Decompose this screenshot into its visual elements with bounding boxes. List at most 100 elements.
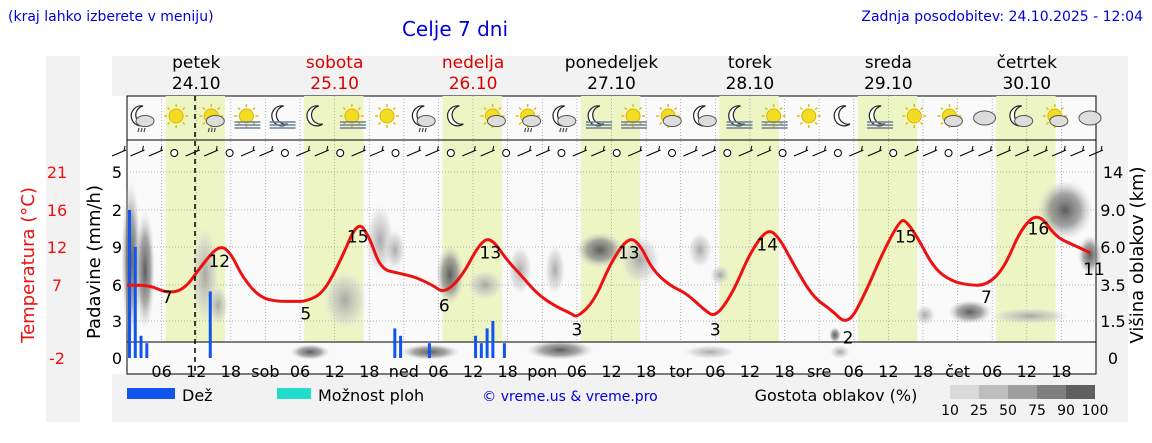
wind-barb-tick xyxy=(824,145,826,152)
sun-ray xyxy=(940,106,944,111)
daylight-band xyxy=(442,96,502,342)
rain-drop xyxy=(137,127,140,133)
last-update: Zadnja posodobitev: 24.10.2025 - 12:04 xyxy=(861,9,1143,25)
wind-barb-tick xyxy=(805,145,808,152)
wind-barb-tick xyxy=(252,145,255,152)
calm-wind-circle xyxy=(833,149,842,157)
precipitation-tick-label: 3 xyxy=(112,312,122,331)
density-tick-label: 25 xyxy=(970,403,988,419)
credit-link[interactable]: © vreme.us & vreme.pro xyxy=(482,389,657,405)
precipitation-axis-ticks: 5 2 9 6 3 0 xyxy=(112,163,122,368)
cloud-density-blob xyxy=(385,230,405,270)
wind-barb-tick xyxy=(860,145,863,152)
day-name-label: ponedeljek xyxy=(565,53,659,73)
sun-ray xyxy=(483,106,487,111)
x-tick-label: 06 xyxy=(705,362,725,381)
cloud-icon xyxy=(1078,110,1102,126)
calm-wind-circle xyxy=(723,149,732,157)
wind-barb xyxy=(130,149,145,157)
temperature-axis-ticks: 21 16 12 7 -2 xyxy=(47,163,67,368)
sun-icon xyxy=(902,104,927,128)
cloud-height-tick-label: 9.0 xyxy=(1100,201,1125,220)
cloud-height-tick-label: 14 xyxy=(1103,163,1123,182)
sun-ray xyxy=(799,106,803,111)
wind-barb-tick xyxy=(879,145,882,152)
wind-barb xyxy=(1015,149,1030,157)
precipitation-bar xyxy=(502,343,506,358)
wind-barb-tick xyxy=(473,145,476,152)
sun-fog-icon xyxy=(621,104,648,129)
rain-drop xyxy=(559,127,562,133)
moon-fog-icon xyxy=(726,105,753,129)
left-axis-panel xyxy=(46,56,80,422)
x-tick-label: 12 xyxy=(740,362,760,381)
calm-wind-circle xyxy=(280,149,289,157)
rain-legend-label: Dež xyxy=(182,386,213,405)
density-swatch xyxy=(979,385,1008,399)
rain-drop xyxy=(143,127,146,133)
rain-drop xyxy=(424,127,427,133)
sun-icon xyxy=(375,104,400,128)
wind-barb-tick xyxy=(916,145,919,152)
wind-barb xyxy=(591,149,606,157)
x-tick-label: 06 xyxy=(290,362,310,381)
cloud-height-tick-label: 0 xyxy=(1108,349,1118,368)
cloud-density-blob xyxy=(323,270,367,330)
sun-ray xyxy=(638,106,643,111)
wind-barb xyxy=(756,149,772,157)
temperature-value-label: 13 xyxy=(480,244,502,264)
wind-barb xyxy=(259,149,274,157)
cloud-shape xyxy=(1014,115,1034,127)
rain-drop xyxy=(421,127,424,133)
x-tick-label: sob xyxy=(251,362,279,381)
sun-cloud-rain-icon xyxy=(515,104,542,133)
precipitation-bar xyxy=(485,328,489,358)
x-tick-label: pon xyxy=(527,362,557,381)
calm-wind-circle xyxy=(170,149,179,157)
x-tick-label: 06 xyxy=(428,362,448,381)
calm-wind-circle xyxy=(446,149,455,157)
precipitation-tick-label: 9 xyxy=(112,238,122,257)
sun-ray xyxy=(779,106,783,111)
cloud-shape xyxy=(486,115,506,127)
cloud-density-blob xyxy=(948,300,992,324)
cloud-shape xyxy=(557,115,577,127)
sun-ray xyxy=(483,121,487,126)
cloud-density-scale: 10 25 50 75 90 100 xyxy=(941,385,1108,419)
sun-icon xyxy=(796,104,821,128)
temperature-tick-label: 21 xyxy=(47,163,67,182)
moon-icon xyxy=(833,105,851,127)
density-tick-label: 10 xyxy=(941,403,959,419)
cloud-height-axis-ticks: 14 9.0 6.0 3.5 1.5 0 xyxy=(1100,163,1125,368)
wind-barb xyxy=(462,149,477,157)
cloud-density-blob xyxy=(829,327,841,343)
calm-wind-circle xyxy=(668,149,677,157)
calm-wind-circle xyxy=(502,149,511,157)
wind-barb xyxy=(535,149,551,157)
cloud-density-blob xyxy=(576,232,624,268)
calm-wind-circle xyxy=(225,149,234,157)
wind-barb-tick xyxy=(989,145,992,152)
temperature-value-label: 6 xyxy=(439,296,450,316)
city-hint[interactable]: (kraj lahko izberete v meniju) xyxy=(8,9,214,25)
sun-fog-icon xyxy=(761,104,788,129)
x-tick-label: 06 xyxy=(567,362,587,381)
density-tick-label: 50 xyxy=(999,403,1017,419)
precipitation-bar xyxy=(393,328,397,358)
temperature-value-label: 14 xyxy=(756,236,778,256)
sun-ray xyxy=(252,106,256,111)
wind-barb-tick xyxy=(1008,145,1011,152)
sun-cloud-icon xyxy=(480,104,506,128)
wind-barb xyxy=(240,149,256,157)
wind-barb xyxy=(406,149,422,157)
day-date-label: 30.10 xyxy=(1002,74,1051,94)
sun-ray xyxy=(342,106,347,111)
density-tick-label: 90 xyxy=(1057,403,1075,419)
precipitation-bar xyxy=(133,247,137,358)
x-axis-tick-labels: 06 12 18 sob 06 12 18 ned 06 12 18 pon 06 12 18 tor 06 12… xyxy=(151,362,1071,381)
wind-barb xyxy=(572,149,588,157)
wind-barb xyxy=(922,149,938,157)
wind-barb-tick xyxy=(436,145,439,152)
calm-wind-circle xyxy=(778,149,787,157)
